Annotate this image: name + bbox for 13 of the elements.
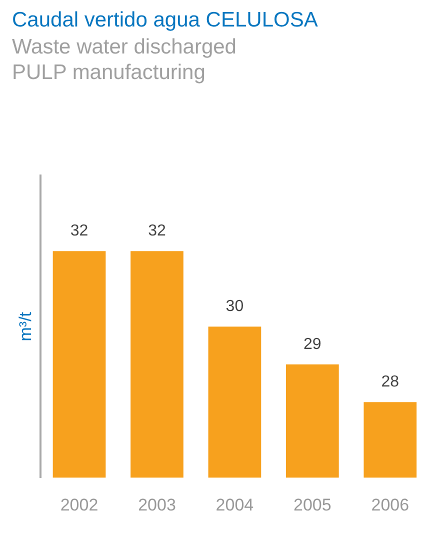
data-label: 32: [148, 222, 166, 240]
x-tick-label: 2004: [216, 495, 254, 514]
chart-title: Caudal vertido agua CELULOSA: [12, 8, 318, 32]
data-label: 29: [304, 336, 322, 353]
data-label: 30: [226, 298, 244, 316]
y-axis-title: m³/t: [16, 312, 35, 342]
chart-subtitle: Waste water discharged PULP manufacturing: [12, 36, 236, 84]
data-label: 28: [381, 374, 400, 391]
x-tick-label: 2005: [294, 495, 332, 514]
x-tick-label: 2002: [60, 495, 98, 514]
x-tick-label: 2006: [371, 495, 410, 514]
data-label: 32: [70, 222, 88, 240]
x-tick-label: 2003: [138, 495, 176, 514]
